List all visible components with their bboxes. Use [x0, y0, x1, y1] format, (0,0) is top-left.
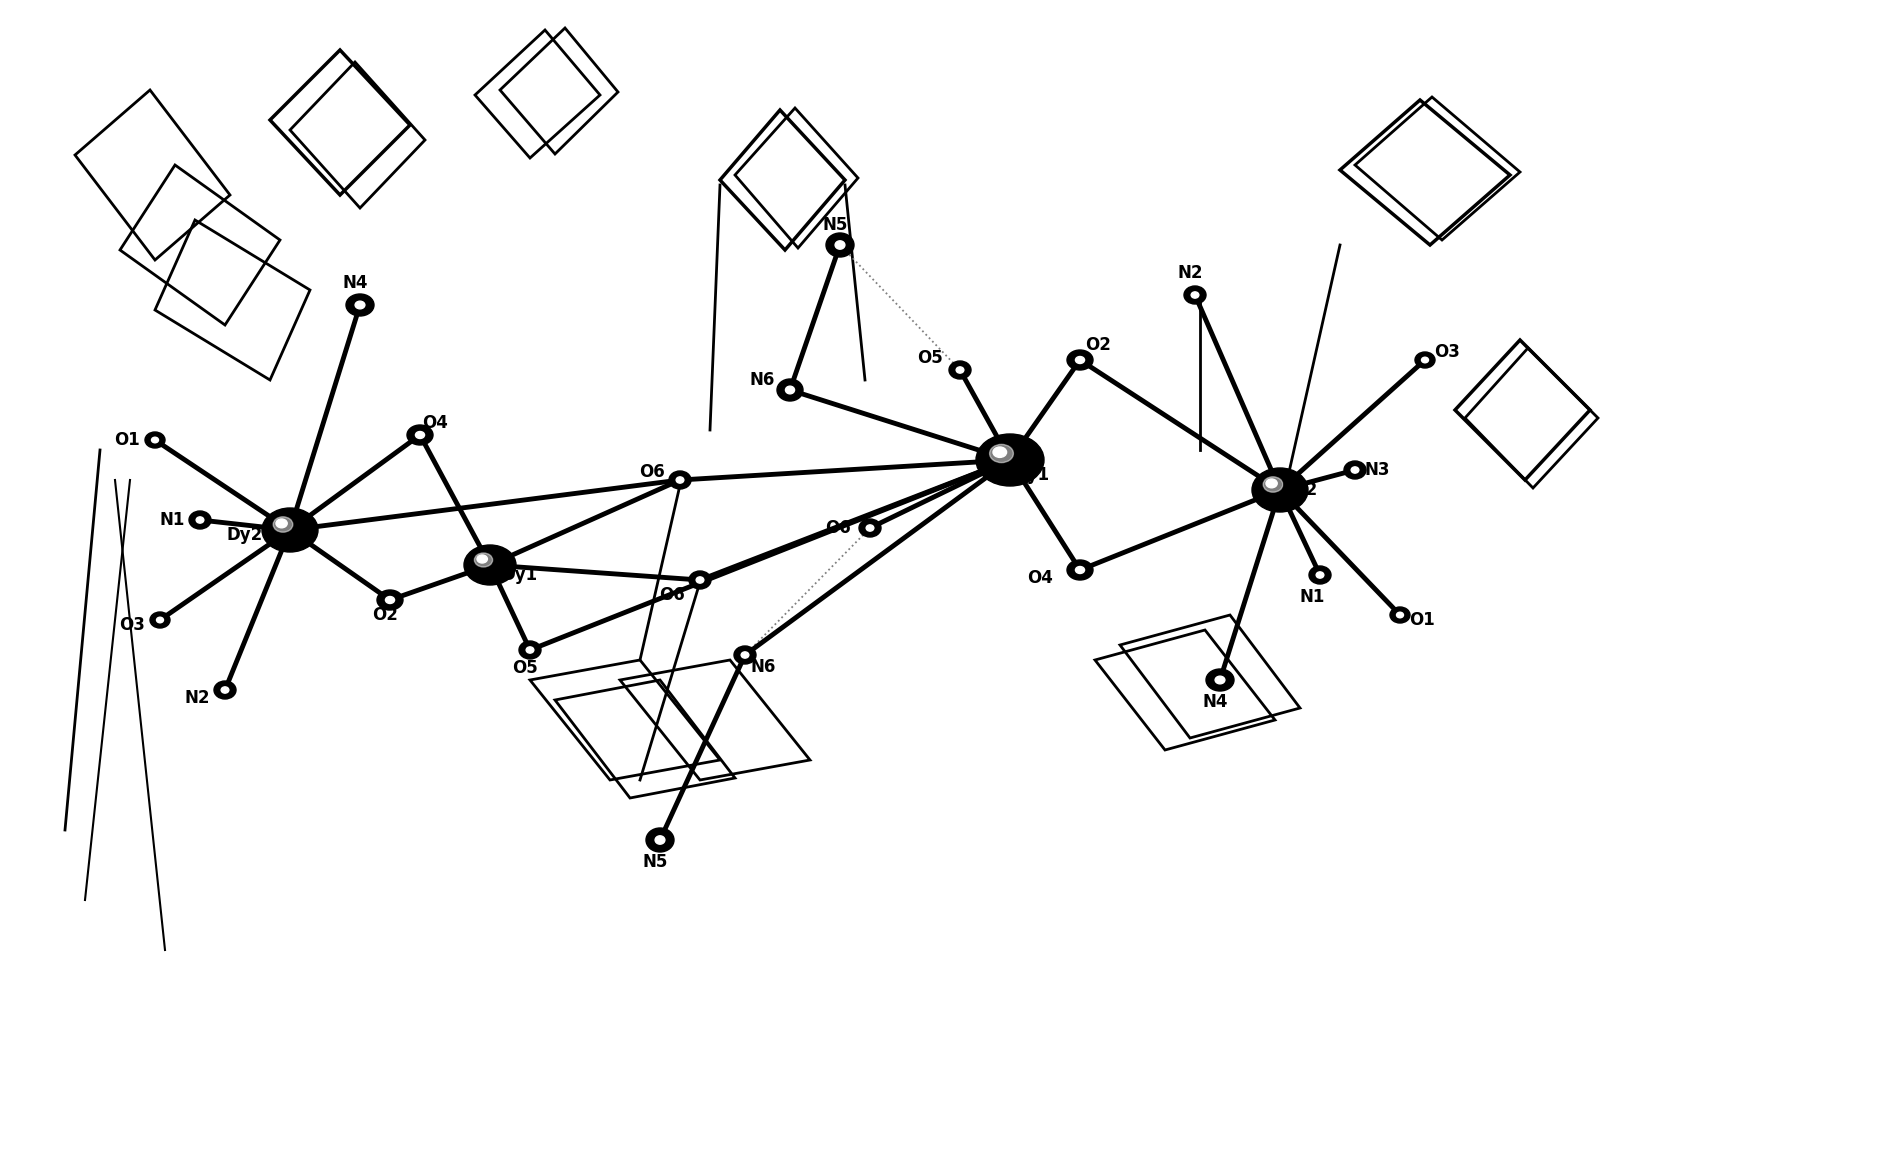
- Ellipse shape: [1184, 286, 1206, 304]
- Ellipse shape: [1067, 351, 1093, 370]
- Text: N6: N6: [750, 371, 775, 389]
- Ellipse shape: [1216, 676, 1225, 684]
- Text: O6: O6: [826, 519, 850, 537]
- Ellipse shape: [215, 681, 236, 699]
- Ellipse shape: [1421, 358, 1429, 363]
- Ellipse shape: [1308, 566, 1331, 584]
- Text: Dy1: Dy1: [1014, 466, 1050, 484]
- Text: Dy1: Dy1: [501, 566, 537, 584]
- Ellipse shape: [1352, 467, 1359, 473]
- Text: N1: N1: [1299, 588, 1325, 606]
- Ellipse shape: [475, 553, 492, 567]
- Ellipse shape: [151, 437, 158, 443]
- Text: O5: O5: [918, 349, 942, 367]
- Ellipse shape: [275, 519, 287, 528]
- Ellipse shape: [377, 590, 403, 610]
- Ellipse shape: [151, 612, 170, 628]
- Ellipse shape: [407, 425, 434, 445]
- Text: O2: O2: [1086, 336, 1110, 354]
- Ellipse shape: [1267, 479, 1278, 488]
- Ellipse shape: [188, 511, 211, 529]
- Ellipse shape: [669, 471, 692, 489]
- Ellipse shape: [526, 647, 533, 654]
- Ellipse shape: [145, 432, 166, 448]
- Ellipse shape: [786, 386, 795, 393]
- Text: O6: O6: [639, 463, 665, 481]
- Text: O6: O6: [660, 585, 684, 604]
- Ellipse shape: [1191, 292, 1199, 299]
- Ellipse shape: [956, 367, 963, 374]
- Ellipse shape: [677, 477, 684, 484]
- Ellipse shape: [1316, 572, 1323, 578]
- Text: O1: O1: [115, 432, 139, 449]
- Text: N4: N4: [343, 274, 368, 292]
- Text: N4: N4: [1203, 693, 1227, 712]
- Ellipse shape: [656, 835, 665, 845]
- Text: O2: O2: [371, 606, 398, 624]
- Ellipse shape: [415, 432, 424, 439]
- Ellipse shape: [273, 517, 292, 532]
- Ellipse shape: [196, 517, 204, 523]
- Ellipse shape: [826, 233, 854, 257]
- Text: O3: O3: [1434, 342, 1461, 361]
- Ellipse shape: [976, 434, 1044, 486]
- Text: Dy2: Dy2: [226, 526, 264, 544]
- Ellipse shape: [647, 828, 675, 852]
- Ellipse shape: [385, 597, 394, 604]
- Text: O4: O4: [422, 414, 449, 432]
- Ellipse shape: [354, 301, 366, 309]
- Ellipse shape: [1067, 560, 1093, 580]
- Text: N2: N2: [185, 690, 209, 707]
- Text: N5: N5: [822, 216, 848, 234]
- Ellipse shape: [1397, 612, 1404, 618]
- Ellipse shape: [835, 241, 844, 249]
- Ellipse shape: [860, 519, 880, 537]
- Text: O5: O5: [513, 659, 537, 677]
- Ellipse shape: [464, 545, 516, 585]
- Ellipse shape: [1076, 567, 1084, 574]
- Ellipse shape: [990, 444, 1014, 463]
- Ellipse shape: [156, 617, 164, 622]
- Ellipse shape: [1416, 352, 1434, 368]
- Ellipse shape: [741, 651, 748, 658]
- Text: N2: N2: [1178, 264, 1203, 282]
- Ellipse shape: [1206, 669, 1235, 691]
- Ellipse shape: [347, 294, 373, 316]
- Ellipse shape: [477, 555, 488, 563]
- Ellipse shape: [1076, 356, 1084, 363]
- Ellipse shape: [221, 687, 228, 693]
- Ellipse shape: [690, 572, 711, 589]
- Ellipse shape: [993, 447, 1007, 457]
- Text: N6: N6: [750, 658, 777, 676]
- Text: N3: N3: [1365, 460, 1389, 479]
- Text: Dy2: Dy2: [1282, 481, 1318, 499]
- Text: O3: O3: [119, 616, 145, 634]
- Text: N5: N5: [643, 853, 667, 871]
- Ellipse shape: [1344, 460, 1367, 479]
- Text: N1: N1: [160, 511, 185, 529]
- Text: O1: O1: [1410, 611, 1434, 629]
- Ellipse shape: [696, 577, 703, 583]
- Text: O4: O4: [1027, 569, 1054, 587]
- Ellipse shape: [518, 641, 541, 659]
- Ellipse shape: [1252, 467, 1308, 513]
- Ellipse shape: [1263, 477, 1284, 492]
- Ellipse shape: [948, 361, 971, 379]
- Ellipse shape: [733, 646, 756, 664]
- Ellipse shape: [777, 379, 803, 401]
- Ellipse shape: [1389, 607, 1410, 622]
- Ellipse shape: [865, 525, 875, 531]
- Ellipse shape: [262, 508, 319, 552]
